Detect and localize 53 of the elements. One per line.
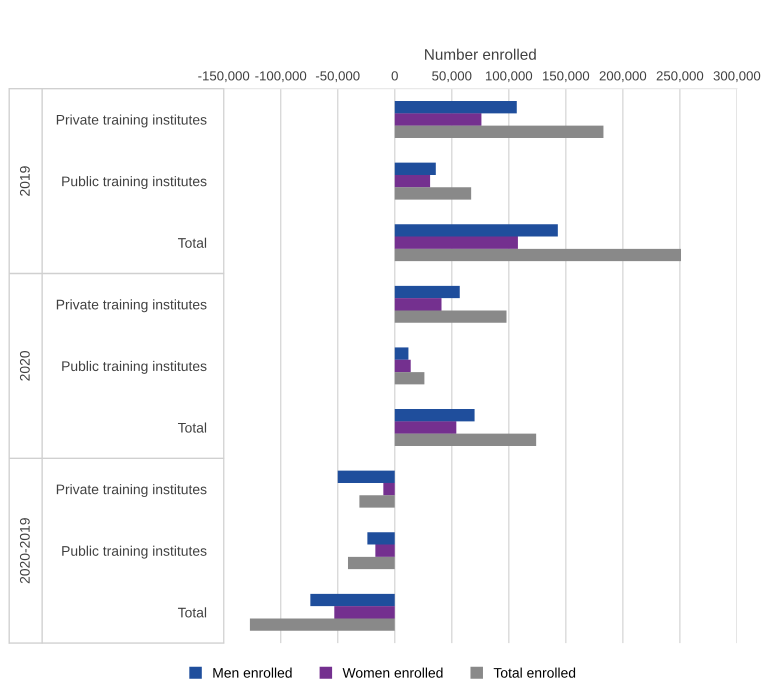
x-tick-label: 50,000 (432, 71, 472, 82)
text: 2020 (20, 350, 30, 381)
x-tick-label: 100,000 (486, 71, 532, 82)
bar (394, 248, 682, 262)
bar (394, 347, 408, 360)
bar (338, 470, 395, 483)
x-tick-label: -150,000 (198, 71, 250, 82)
bar (394, 298, 442, 310)
x-tick-label: 0 (392, 71, 398, 81)
bar (394, 360, 411, 372)
y-tick-label: Total (178, 238, 206, 248)
text: 2020-2019 (20, 518, 30, 584)
bar (334, 606, 395, 618)
bar (394, 409, 475, 422)
x-tick-label: 200,000 (600, 71, 646, 82)
y-tick-label: Public training institutes (62, 176, 207, 190)
bar (367, 532, 395, 545)
bar (394, 162, 436, 175)
y-tick-label: Private training institutes (56, 114, 207, 128)
x-tick-label: 250,000 (656, 71, 704, 82)
text: 2019 (20, 166, 30, 196)
x-tick-label: -100,000 (255, 71, 306, 82)
bar (394, 421, 456, 434)
bar (348, 556, 395, 570)
x-tick-label: -50,000 (316, 71, 360, 82)
bar (394, 434, 536, 446)
legend-label: Women enrolled (342, 668, 443, 678)
bar (394, 126, 604, 138)
bar (394, 101, 517, 114)
bar (394, 174, 430, 188)
bar (394, 286, 460, 298)
x-axis-title: Number enrolled (425, 48, 536, 60)
bar (394, 187, 472, 200)
bar (359, 495, 395, 508)
y-tick-label: Private training institutes (56, 299, 207, 312)
y-tick-label: Private training institutes (56, 484, 207, 498)
bar (394, 310, 507, 323)
legend-label: Men enrolled (213, 668, 292, 678)
bar (250, 618, 395, 631)
bar (383, 482, 395, 496)
bar (394, 372, 424, 384)
bar (394, 113, 482, 126)
bar (375, 544, 395, 557)
x-tick-label: 300,000 (714, 71, 760, 82)
legend-label: Total enrolled (494, 668, 576, 678)
y-tick-label: Public training institutes (62, 546, 207, 559)
y-tick-label: Total (178, 422, 206, 433)
y-tick-label: Public training institutes (62, 360, 207, 374)
bar (310, 594, 395, 606)
bar (394, 224, 558, 237)
y-tick-label: Total (178, 607, 206, 618)
bar (394, 236, 518, 249)
x-tick-label: 150,000 (542, 71, 590, 82)
